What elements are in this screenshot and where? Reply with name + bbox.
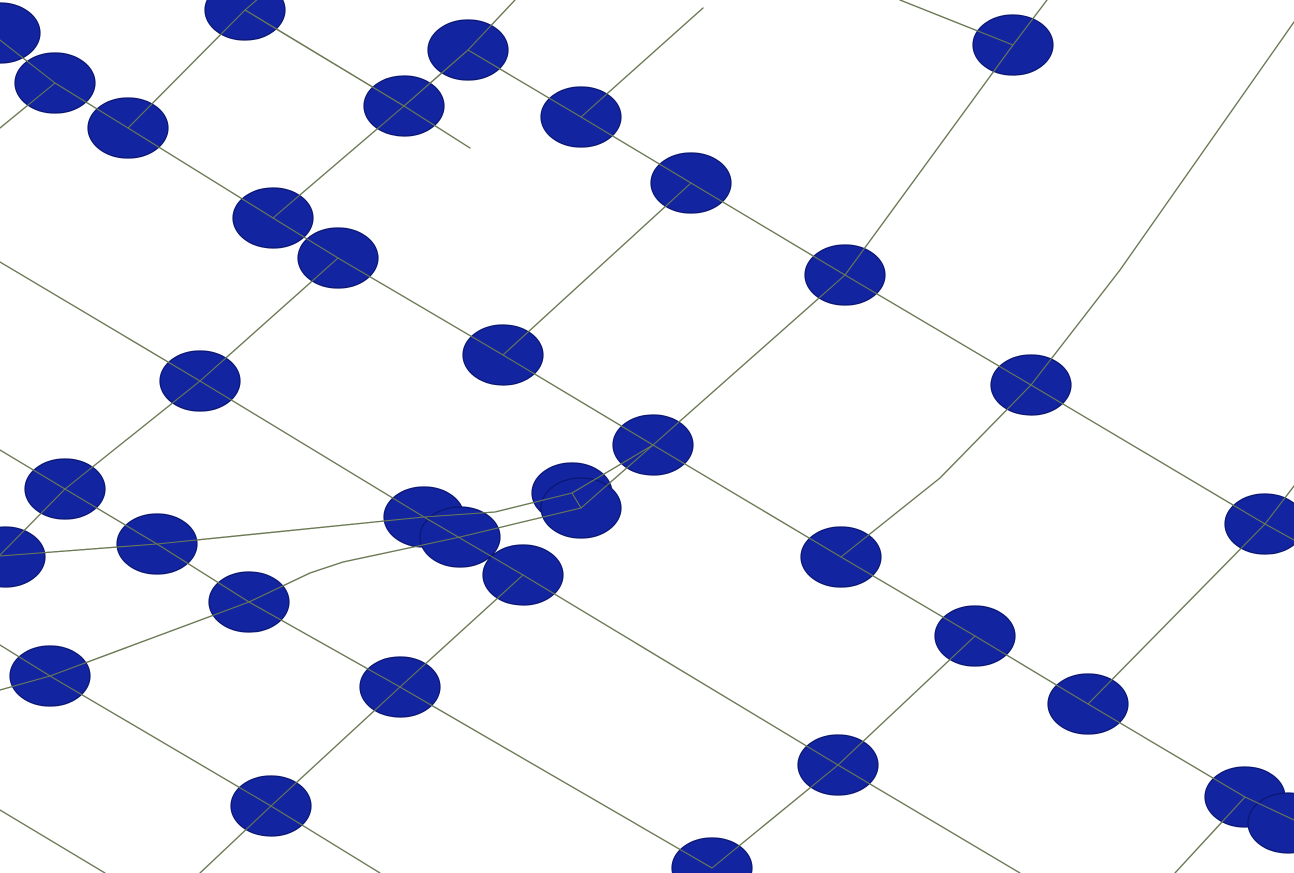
road-overlay	[127, 0, 258, 129]
road-overlay	[0, 449, 713, 869]
network-node-marker[interactable]	[0, 2, 41, 64]
road-overlay	[502, 182, 692, 356]
road-overlay	[0, 39, 1294, 821]
network-node-marker[interactable]	[0, 526, 46, 588]
road-segment	[840, 21, 1294, 558]
road-overlay	[0, 82, 56, 129]
road-overlay	[0, 644, 381, 873]
road-overlay	[580, 7, 704, 118]
road-overlay	[571, 492, 582, 509]
road-overlay	[1087, 485, 1294, 705]
road-overlay	[0, 809, 106, 873]
road-overlay	[0, 380, 201, 556]
road-overlay	[0, 444, 654, 691]
road-overlay	[199, 257, 339, 382]
network-node-marker[interactable]	[1247, 792, 1294, 854]
network-node-marker[interactable]	[204, 0, 286, 41]
road-overlay	[0, 444, 654, 557]
road-overlay	[244, 9, 471, 149]
road-overlay	[840, 21, 1294, 558]
road-overlay	[1174, 796, 1246, 873]
road-overlay	[711, 635, 976, 869]
road-overlay	[272, 0, 516, 219]
road-overlay	[0, 261, 1021, 873]
road-overlay	[899, 0, 1014, 46]
network-node-marker[interactable]	[1224, 493, 1294, 555]
road-overlay	[199, 574, 524, 873]
road-overlay	[652, 0, 1048, 446]
network-node-marker[interactable]	[671, 837, 753, 873]
